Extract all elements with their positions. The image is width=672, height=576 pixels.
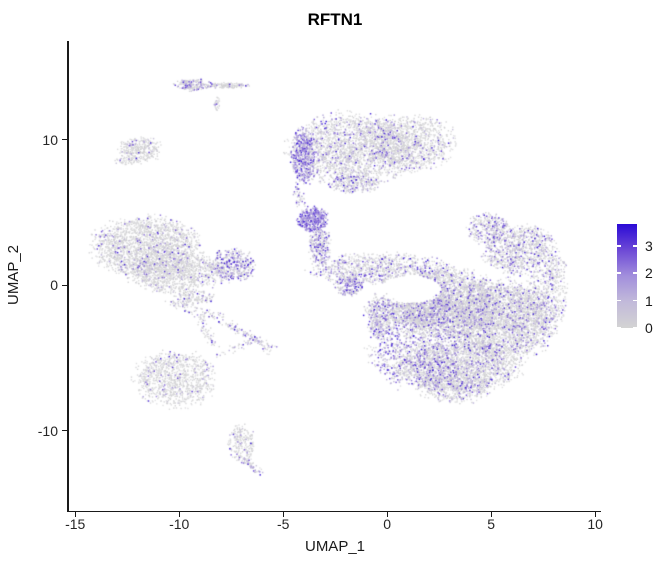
x-tick-label: -10 — [169, 516, 190, 532]
y-axis-line — [67, 41, 69, 512]
x-tick — [74, 512, 76, 517]
x-tick — [490, 512, 492, 517]
y-tick — [62, 284, 67, 286]
x-tick-label: -5 — [276, 516, 290, 532]
x-tick — [386, 512, 388, 517]
y-tick-label: 0 — [50, 277, 58, 293]
x-axis-line — [67, 510, 601, 512]
y-tick-label: 10 — [42, 131, 58, 148]
x-tick-label: 5 — [487, 516, 496, 532]
y-tick — [62, 430, 67, 432]
colorbar-gradient — [617, 224, 637, 328]
colorbar-label: 0 — [645, 320, 653, 336]
x-tick-label: 10 — [587, 516, 603, 532]
x-tick — [282, 512, 284, 517]
colorbar-tick — [633, 245, 637, 247]
colorbar-tick — [633, 272, 637, 275]
y-tick — [62, 139, 67, 141]
x-tick-label: 0 — [383, 516, 392, 532]
colorbar-tick — [617, 272, 621, 275]
colorbar-label: 1 — [645, 292, 653, 309]
colorbar-tick — [633, 299, 637, 302]
x-tick — [594, 512, 596, 517]
y-tick-label: -10 — [37, 422, 58, 439]
colorbar-label: 2 — [645, 265, 653, 282]
colorbar-tick — [617, 327, 621, 329]
colorbar-tick — [617, 245, 621, 247]
x-tick — [178, 512, 180, 517]
y-axis-label: UMAP_2 — [5, 244, 22, 306]
x-tick-label: -15 — [65, 516, 86, 532]
colorbar-label: 3 — [645, 237, 653, 254]
colorbar-tick — [617, 299, 621, 302]
x-axis-label: UMAP_1 — [304, 538, 366, 555]
colorbar-tick — [633, 327, 637, 329]
